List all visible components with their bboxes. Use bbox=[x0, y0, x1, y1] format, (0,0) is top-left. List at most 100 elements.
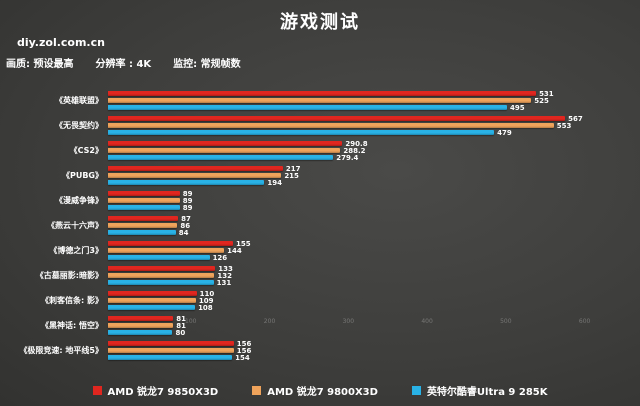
bar-group: 133 132 131 bbox=[108, 265, 632, 287]
bar-line: 567 bbox=[108, 115, 632, 122]
bar-line: 89 bbox=[108, 203, 632, 212]
bar-line: 553 bbox=[108, 121, 632, 130]
chart-row: 《漫威争锋》 89 89 89 bbox=[4, 188, 632, 213]
bar-value: 87 bbox=[181, 214, 191, 223]
axis-tick-label: 300 bbox=[342, 318, 355, 325]
bar-value: 215 bbox=[284, 171, 299, 180]
bar-series-0 bbox=[108, 241, 233, 246]
bar-value: 290.8 bbox=[345, 139, 368, 148]
game-label: 《燕云十六声》 bbox=[47, 221, 103, 230]
bar-series-1 bbox=[108, 323, 174, 328]
chart-rows: 《英雄联盟》 531 525 495 《无畏契约》 567 553 479 《CS2》 290.8… bbox=[4, 88, 632, 363]
game-label: 《PUBG》 bbox=[61, 171, 103, 180]
bar-line: 81 bbox=[108, 314, 632, 323]
page-title: 游戏测试 bbox=[280, 12, 360, 33]
chart-row: 《英雄联盟》 531 525 495 bbox=[4, 88, 632, 113]
bar-series-1 bbox=[108, 348, 234, 353]
chart-row: 《刺客信条: 影》 110 109 108 bbox=[4, 288, 632, 313]
bar-value: 525 bbox=[534, 96, 549, 105]
bar-value: 154 bbox=[235, 353, 250, 362]
bar-series-1 bbox=[108, 98, 532, 103]
bar-series-1 bbox=[108, 148, 341, 153]
setting-item: 画质: 预设最高 bbox=[6, 59, 74, 70]
bar-value: 279.4 bbox=[336, 153, 359, 162]
x-axis: 100 200 300 400 500 600 bbox=[112, 318, 624, 328]
bar-line: 109 bbox=[108, 296, 632, 305]
bar-line: 89 bbox=[108, 189, 632, 198]
chart-row: 《博德之门3》 155 144 126 bbox=[4, 238, 632, 263]
bar-line: 290.8 bbox=[108, 139, 632, 148]
bar-line: 215 bbox=[108, 171, 632, 180]
bar-series-2 bbox=[108, 255, 210, 260]
bar-line: 87 bbox=[108, 214, 632, 223]
watermark-text: diy.zol.com.cn bbox=[17, 36, 105, 49]
legend-swatch bbox=[252, 386, 262, 395]
bar-series-2 bbox=[108, 355, 233, 360]
bar-line: 156 bbox=[108, 340, 632, 347]
legend-item: AMD 锐龙7 9800X3D bbox=[252, 383, 378, 398]
bar-series-0 bbox=[108, 116, 566, 121]
chart-row: 《黑神话: 悟空》 81 81 80 bbox=[4, 313, 632, 338]
bar-value: 110 bbox=[199, 289, 215, 298]
bar-series-2 bbox=[108, 330, 173, 335]
bar-value: 81 bbox=[176, 314, 187, 323]
axis-tick-label: 100 bbox=[185, 318, 197, 325]
bar-series-1 bbox=[108, 273, 215, 278]
bar-series-0 bbox=[108, 316, 174, 321]
bar-line: 531 bbox=[108, 89, 632, 98]
bar-line: 279.4 bbox=[108, 153, 632, 162]
bar-group: 81 81 80 bbox=[108, 314, 632, 336]
legend-swatch bbox=[411, 386, 421, 395]
bar-value: 217 bbox=[285, 164, 301, 173]
bar-line: 89 bbox=[108, 196, 632, 205]
bar-group: 531 525 495 bbox=[108, 89, 632, 112]
axis-tick-label: 400 bbox=[421, 318, 433, 325]
chart-row: 《CS2》 290.8 288.2 279.4 bbox=[4, 138, 632, 163]
bar-group: 217 215 194 bbox=[108, 164, 632, 187]
game-label: 《黑神话: 悟空》 bbox=[41, 321, 103, 330]
bar-value: 155 bbox=[235, 239, 251, 248]
setting-item: 监控: 常规帧数 bbox=[173, 59, 241, 70]
bar-line: 156 bbox=[108, 347, 632, 354]
bar-value: 84 bbox=[178, 228, 189, 237]
bar-value: 89 bbox=[182, 203, 193, 212]
bar-series-1 bbox=[108, 248, 225, 253]
bar-series-2 bbox=[108, 105, 508, 110]
bar-value: 86 bbox=[180, 221, 191, 230]
legend-label: AMD 锐龙7 9800X3D bbox=[267, 387, 378, 398]
bar-value: 81 bbox=[176, 321, 187, 330]
bar-line: 80 bbox=[108, 329, 632, 336]
bar-value: 495 bbox=[510, 103, 525, 112]
bar-series-0 bbox=[108, 341, 234, 346]
chart-legend: AMD 锐龙7 9850X3D AMD 锐龙7 9800X3D 英特尔酷睿Ultra… bbox=[0, 383, 640, 398]
bar-value: 89 bbox=[182, 189, 193, 198]
legend-label: 英特尔酷睿Ultra 9 285K bbox=[426, 387, 548, 398]
chart-row: 《燕云十六声》 87 86 84 bbox=[4, 213, 632, 238]
bar-group: 87 86 84 bbox=[108, 214, 632, 237]
bar-series-2 bbox=[108, 130, 495, 135]
bar-value: 109 bbox=[198, 296, 214, 305]
bar-line: 126 bbox=[108, 254, 632, 261]
bar-value: 144 bbox=[227, 246, 242, 255]
bar-series-1 bbox=[108, 223, 178, 228]
game-label: 《英雄联盟》 bbox=[55, 96, 103, 105]
setting-item: 分辨率 : 4K bbox=[95, 59, 152, 70]
bar-value: 194 bbox=[267, 178, 283, 187]
bar-value: 89 bbox=[182, 196, 193, 205]
game-label: 《博德之门3》 bbox=[49, 246, 103, 255]
bar-value: 553 bbox=[556, 121, 572, 130]
bar-series-1 bbox=[108, 198, 180, 203]
bar-line: 217 bbox=[108, 164, 632, 173]
bar-value: 531 bbox=[539, 89, 554, 98]
legend-item: AMD 锐龙7 9850X3D bbox=[92, 383, 218, 398]
bar-line: 108 bbox=[108, 304, 632, 311]
bar-group: 110 109 108 bbox=[108, 289, 632, 311]
bar-value: 131 bbox=[216, 278, 232, 287]
bar-series-0 bbox=[108, 166, 283, 171]
bar-series-1 bbox=[108, 298, 196, 303]
bar-line: 133 bbox=[108, 265, 632, 272]
chart-row: 《PUBG》 217 215 194 bbox=[4, 163, 632, 188]
legend-item: 英特尔酷睿Ultra 9 285K bbox=[411, 383, 548, 398]
bar-value: 479 bbox=[497, 128, 512, 137]
